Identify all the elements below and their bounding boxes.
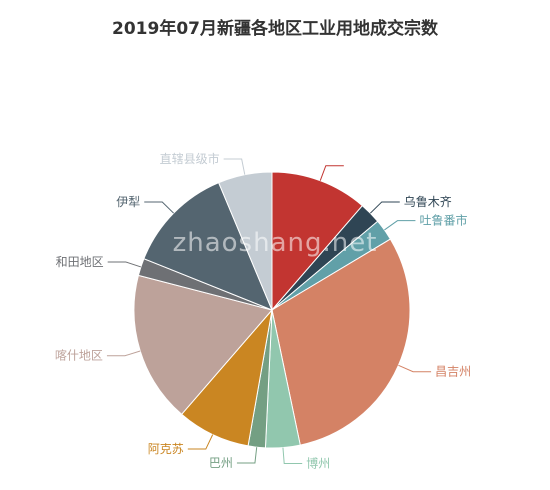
pie-label-7: 喀什地区	[55, 349, 103, 363]
pie-label-1: 乌鲁木齐	[404, 194, 452, 209]
pie-slice-7[interactable]	[133, 274, 273, 415]
pie-slice-0[interactable]	[271, 171, 364, 312]
pie-leader-line-8	[107, 261, 142, 268]
pie-leader-line-7	[106, 350, 141, 357]
pie-label-9: 伊犁	[116, 195, 140, 209]
pie-leader-line-10	[223, 158, 246, 175]
pie-leader-line-2	[384, 220, 416, 231]
pie-label-6: 阿克苏	[148, 442, 184, 456]
pie-leader-line-9	[144, 201, 174, 214]
pie-leader-line-1	[370, 201, 400, 214]
pie-label-2: 吐鲁番市	[419, 213, 467, 228]
pie-slice-3[interactable]	[271, 238, 411, 446]
pie-leader-line-3	[398, 364, 432, 373]
chart-title: 2019年07月新疆各地区工业用地成交宗数	[112, 19, 438, 39]
pie-label-5: 巴州	[209, 456, 233, 470]
pie-leader-line-0	[319, 165, 344, 181]
pie-label-4: 博州	[306, 456, 330, 471]
pie-label-3: 昌吉州	[435, 365, 471, 379]
pie-leader-line-5	[236, 447, 258, 464]
pie-label-10: 直辖县级市	[160, 151, 220, 166]
pie-label-8: 和田地区	[56, 255, 104, 269]
pie-leader-line-4	[282, 447, 303, 465]
pie-leader-line-6	[187, 434, 214, 450]
